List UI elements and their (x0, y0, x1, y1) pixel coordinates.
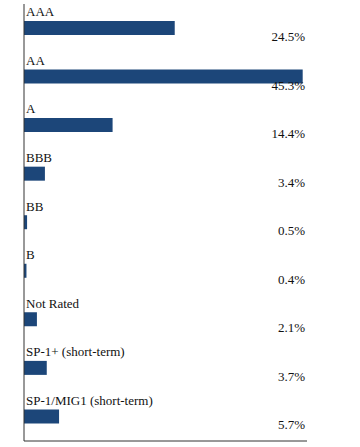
svg-text:0.4%: 0.4% (278, 272, 305, 287)
svg-text:0.5%: 0.5% (278, 223, 305, 238)
svg-text:AA: AA (26, 53, 45, 68)
svg-text:3.4%: 3.4% (278, 175, 305, 190)
svg-text:24.5%: 24.5% (271, 29, 305, 44)
svg-text:Not Rated: Not Rated (26, 296, 80, 311)
svg-text:2.1%: 2.1% (278, 320, 305, 335)
svg-text:3.7%: 3.7% (278, 369, 305, 384)
svg-text:B: B (26, 247, 35, 262)
svg-text:A: A (26, 101, 36, 116)
svg-text:BB: BB (26, 199, 44, 214)
svg-text:SP-1+ (short-term): SP-1+ (short-term) (26, 344, 125, 359)
svg-text:14.4%: 14.4% (271, 126, 305, 141)
svg-text:SP-1/MIG1 (short-term): SP-1/MIG1 (short-term) (26, 393, 153, 408)
svg-text:AAA: AAA (26, 4, 55, 19)
svg-text:45.3%: 45.3% (271, 78, 305, 93)
svg-text:BBB: BBB (26, 150, 52, 165)
svg-text:5.7%: 5.7% (278, 417, 305, 432)
